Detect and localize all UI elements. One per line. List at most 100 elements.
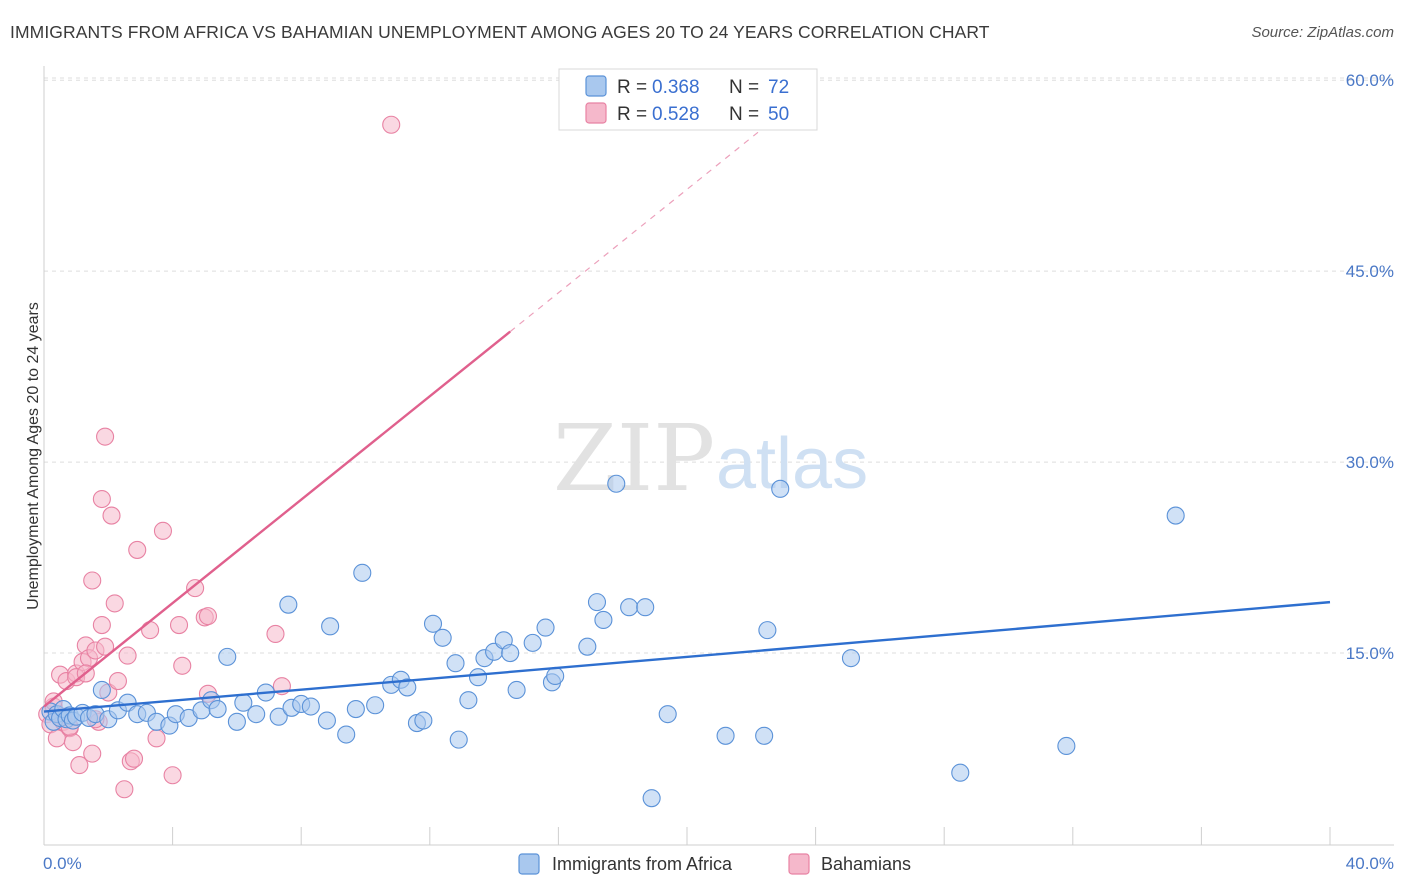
trend-line-bahamians <box>43 330 511 708</box>
point-africa <box>507 680 526 700</box>
point-africa <box>449 730 468 749</box>
point-bahamians <box>141 621 160 640</box>
y-tick-label-30: 30.0% <box>1346 453 1394 472</box>
point-africa <box>279 595 298 614</box>
axes <box>43 66 1394 846</box>
point-bahamians <box>83 744 102 763</box>
point-bahamians <box>63 733 82 752</box>
point-bahamians <box>163 766 182 785</box>
point-bahamians <box>70 756 89 775</box>
point-africa <box>218 647 237 666</box>
point-africa <box>755 726 774 745</box>
point-africa <box>301 697 320 716</box>
x-tick-label-max: 40.0% <box>1346 854 1394 873</box>
point-africa <box>523 633 542 652</box>
chart-title: IMMIGRANTS FROM AFRICA VS BAHAMIAN UNEMP… <box>10 22 990 42</box>
point-africa <box>269 707 288 726</box>
point-africa <box>459 691 478 710</box>
legend-n-label-bahamians: N = <box>729 104 759 125</box>
bottom-legend-africa: Immigrants from Africa <box>552 854 733 874</box>
point-africa <box>951 763 970 782</box>
point-bahamians <box>115 780 134 799</box>
point-africa <box>423 614 443 633</box>
point-africa <box>92 680 111 700</box>
point-africa <box>414 711 433 730</box>
point-africa <box>841 649 861 668</box>
point-africa <box>716 726 735 745</box>
y-tick-label-15: 15.0% <box>1346 644 1394 663</box>
point-africa <box>353 563 372 582</box>
legend-n-label-africa: N = <box>729 77 759 98</box>
point-africa <box>642 789 661 808</box>
x-tick-label-min: 0.0% <box>43 854 82 873</box>
y-axis-label: Unemployment Among Ages 20 to 24 years <box>25 302 42 610</box>
legend-r-value-bahamians: 0.528 <box>652 104 700 125</box>
point-africa <box>620 598 639 617</box>
legend-r-label-bahamians: R = <box>617 104 647 125</box>
legend-r-label-africa: R = <box>617 77 647 98</box>
point-bahamians <box>186 579 205 598</box>
point-africa <box>546 666 565 686</box>
point-bahamians <box>92 615 111 635</box>
point-bahamians <box>128 540 147 559</box>
bottom-legend-swatch-africa <box>518 853 540 875</box>
point-bahamians <box>96 427 115 446</box>
point-bahamians <box>266 624 285 644</box>
point-bahamians <box>118 646 137 665</box>
point-africa <box>1166 506 1185 525</box>
trend-lines <box>43 124 1331 713</box>
y-tick-labels: 15.0% 30.0% 45.0% 60.0% <box>1346 71 1394 663</box>
y-tick-label-60: 60.0% <box>1346 71 1394 90</box>
bottom-legend-bahamians: Bahamians <box>821 854 911 874</box>
point-africa <box>317 711 336 730</box>
point-africa <box>468 668 488 687</box>
point-bahamians <box>105 594 124 613</box>
series-africa-points <box>41 474 1185 808</box>
point-bahamians <box>96 637 115 656</box>
point-africa <box>227 712 246 731</box>
point-bahamians <box>147 729 166 748</box>
point-africa <box>501 643 520 663</box>
point-africa <box>346 700 365 719</box>
point-africa <box>433 628 452 647</box>
source-label: Source: ZipAtlas.com <box>1251 24 1394 41</box>
point-africa <box>587 593 607 612</box>
point-africa <box>398 678 417 697</box>
point-bahamians <box>198 607 218 626</box>
legend-box: R = 0.368 N = 72 R = 0.528 N = 50 <box>558 68 818 131</box>
trend-line-bahamians-extension <box>509 124 768 333</box>
legend-n-value-africa: 72 <box>768 77 789 98</box>
legend-r-value-africa: 0.368 <box>652 77 700 98</box>
point-bahamians <box>169 615 189 635</box>
point-bahamians <box>92 489 111 509</box>
point-bahamians <box>153 521 173 540</box>
point-africa <box>446 654 465 673</box>
trend-line-africa <box>43 600 1331 713</box>
point-africa <box>607 474 626 493</box>
point-bahamians <box>173 656 192 675</box>
bottom-legend-swatch-bahamians <box>788 853 810 875</box>
watermark: ZIP atlas <box>553 405 868 512</box>
point-africa <box>658 705 677 724</box>
legend-swatch-africa <box>585 75 607 97</box>
point-africa <box>337 725 356 744</box>
point-bahamians <box>102 506 121 525</box>
point-bahamians <box>83 571 102 590</box>
bottom-legend: Immigrants from Africa Bahamians <box>518 853 911 875</box>
watermark-atlas: atlas <box>716 424 868 504</box>
point-africa <box>594 610 613 630</box>
point-africa <box>366 696 385 715</box>
legend-n-value-bahamians: 50 <box>768 104 789 125</box>
watermark-zip: ZIP <box>553 405 715 512</box>
point-africa <box>321 617 340 636</box>
point-bahamians <box>382 115 401 134</box>
point-africa <box>536 618 555 637</box>
point-africa <box>247 705 266 724</box>
point-africa <box>208 700 227 719</box>
y-tick-label-45: 45.0% <box>1346 262 1394 281</box>
point-africa <box>771 479 790 498</box>
point-africa <box>758 621 777 640</box>
legend-swatch-bahamians <box>585 102 607 124</box>
point-bahamians <box>108 672 127 691</box>
